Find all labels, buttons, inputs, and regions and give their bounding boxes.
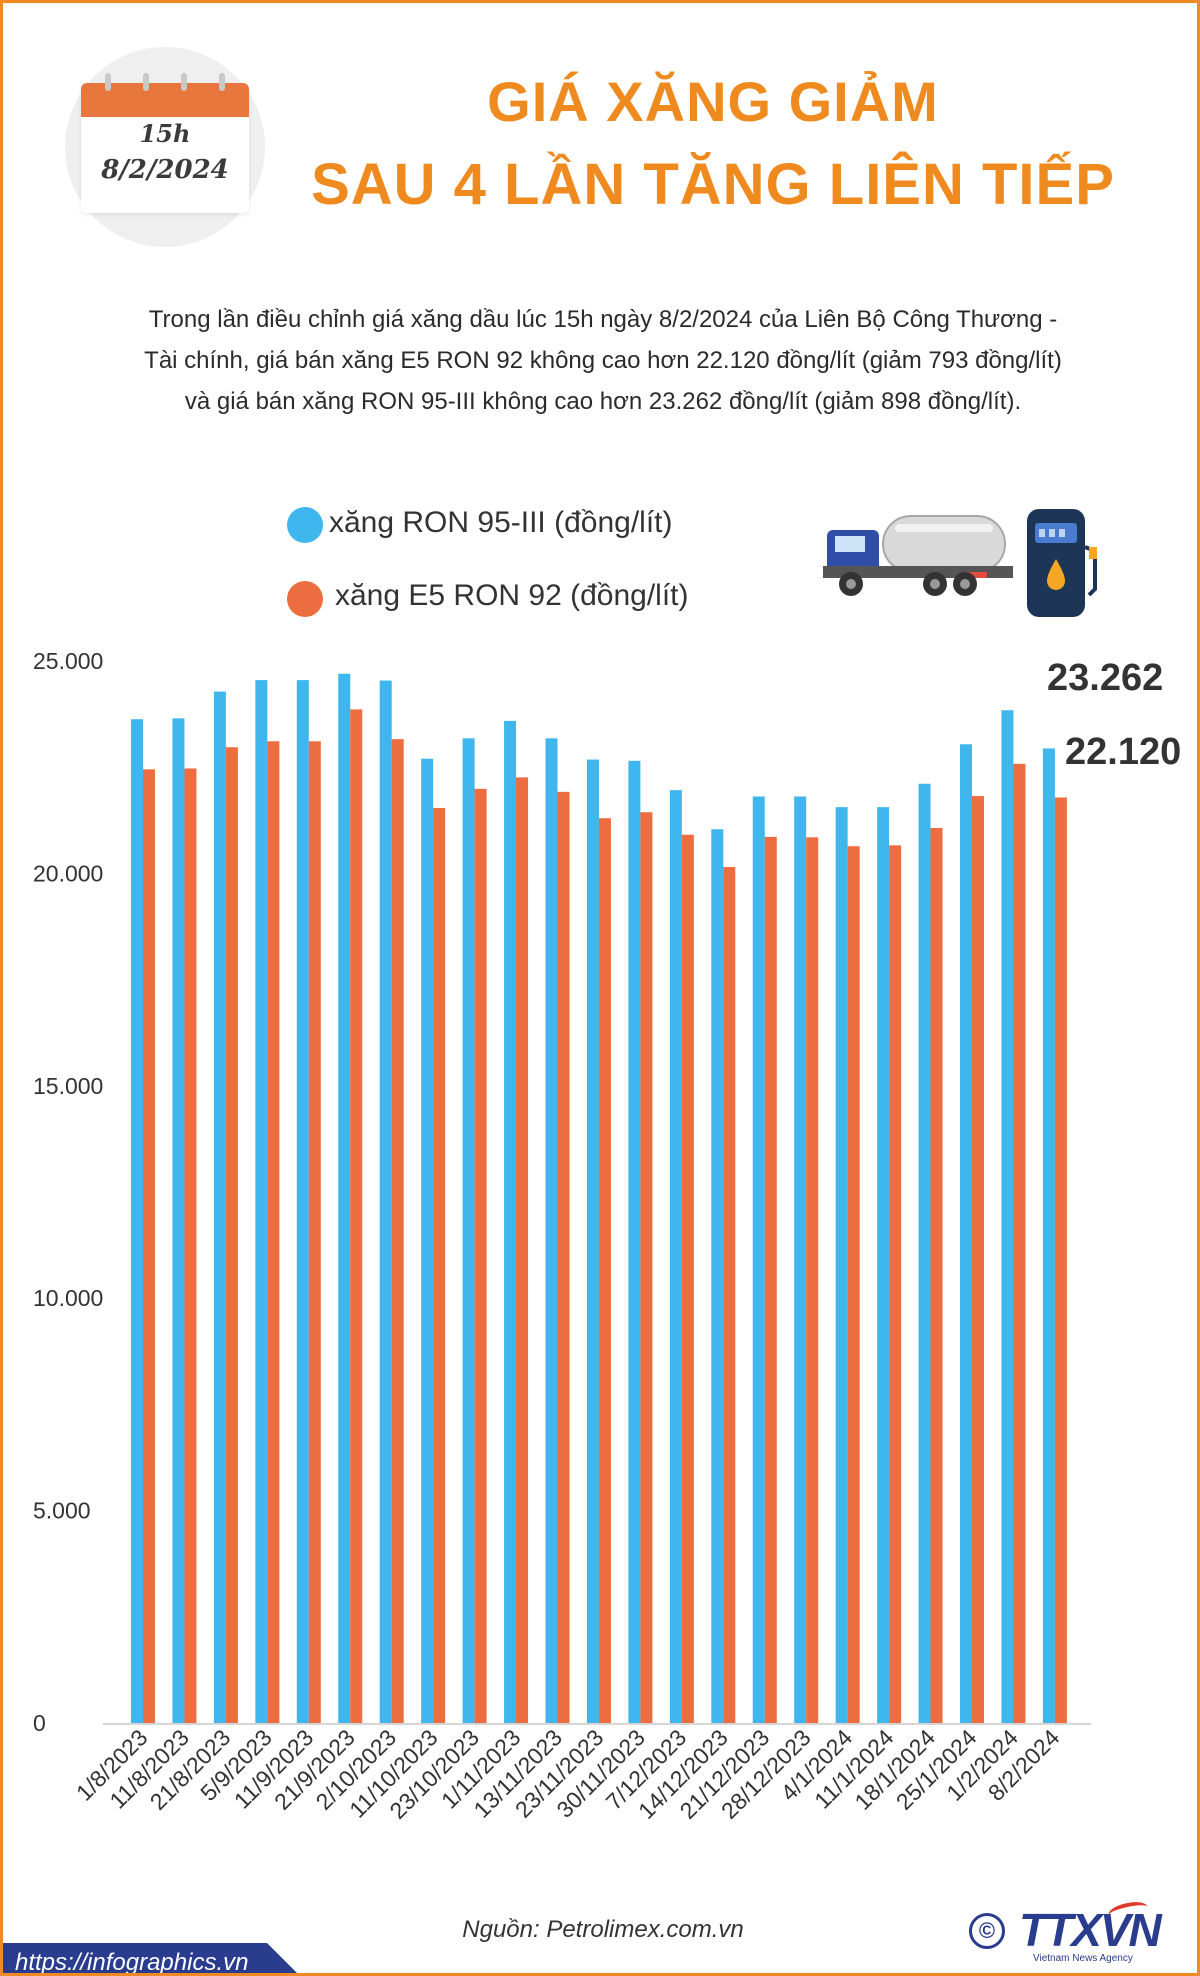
- legend-dot-e5: [287, 581, 323, 617]
- bar-e5: [391, 739, 404, 1723]
- calendar-date: 8/2/2024: [101, 155, 229, 185]
- y-tick-label: 10.000: [33, 1285, 103, 1311]
- bar-ron95: [379, 680, 392, 1723]
- bar-e5: [225, 747, 238, 1723]
- bar-e5: [847, 846, 860, 1723]
- intro-line: và giá bán xăng RON 95-III không cao hơn…: [184, 388, 1022, 415]
- intro-line: Trong lần điều chỉnh giá xăng dầu lúc 15…: [148, 306, 1058, 333]
- footer-url[interactable]: https://infographics.vn: [15, 1949, 249, 1976]
- footer-url-bar: https://infographics.vn: [3, 1943, 303, 1976]
- calendar-time: 15h: [139, 119, 191, 148]
- bar-ron95: [628, 760, 641, 1723]
- bar-ron95: [255, 680, 268, 1724]
- y-tick-label: 25.000: [33, 648, 103, 674]
- bar-ron95: [586, 759, 599, 1723]
- price-bar-chart: 05.00010.00015.00020.00025.0001/8/202311…: [33, 648, 1091, 1824]
- calendar-icon: 15h 8/2/2024: [65, 47, 265, 247]
- intro-paragraph: Trong lần điều chỉnh giá xăng dầu lúc 15…: [53, 299, 1153, 422]
- bar-e5: [143, 769, 155, 1723]
- calendar-ring: [181, 73, 187, 91]
- calendar-ring: [105, 73, 111, 91]
- bar-e5: [723, 867, 736, 1723]
- bar-ron95: [918, 783, 931, 1723]
- bar-ron95: [711, 829, 724, 1723]
- highlight-e5-value: 22.120: [1065, 731, 1182, 773]
- fuel-pump-icon: [1027, 509, 1097, 617]
- bar-e5: [433, 807, 446, 1723]
- legend-label-e5: xăng E5 RON 92 (đồng/lít): [335, 579, 689, 612]
- bar-ron95: [504, 720, 517, 1723]
- bar-ron95: [545, 738, 558, 1723]
- bar-ron95: [421, 758, 434, 1723]
- bar-ron95: [172, 718, 185, 1723]
- bar-ron95: [877, 807, 890, 1723]
- bar-e5: [1054, 797, 1067, 1723]
- bar-e5: [972, 796, 984, 1723]
- calendar-ring: [143, 73, 149, 91]
- legend-dot-ron95: [287, 507, 323, 543]
- calendar-header: [81, 73, 249, 117]
- bar-ron95: [338, 673, 351, 1723]
- bar-ron95: [835, 807, 848, 1723]
- bar-ron95: [960, 744, 972, 1723]
- ttxvn-logo: TTXVN: [1019, 1904, 1162, 1956]
- bar-e5: [640, 812, 653, 1723]
- bar-e5: [681, 834, 694, 1723]
- copyright-icon: ©: [969, 1913, 1005, 1949]
- y-tick-label: 20.000: [33, 860, 103, 886]
- bar-e5: [184, 768, 197, 1723]
- bar-e5: [308, 741, 321, 1723]
- legend-label-ron95: xăng RON 95-III (đồng/lít): [329, 506, 673, 539]
- bar-ron95: [296, 680, 309, 1724]
- bar-e5: [474, 788, 487, 1723]
- bar-e5: [889, 845, 902, 1723]
- bar-ron95: [752, 796, 765, 1723]
- bar-e5: [806, 837, 819, 1723]
- tanker-truck-icon: [823, 515, 1013, 596]
- bar-ron95: [669, 790, 682, 1723]
- bar-ron95: [462, 738, 475, 1723]
- bar-ron95: [1042, 748, 1055, 1723]
- bar-e5: [598, 818, 611, 1723]
- bar-e5: [764, 836, 777, 1723]
- y-tick-label: 5.000: [33, 1498, 91, 1524]
- bar-e5: [930, 827, 943, 1723]
- title-line-1: GIÁ XĂNG GIẢM: [487, 70, 939, 133]
- bar-ron95: [131, 719, 143, 1723]
- title-line-2: SAU 4 LẦN TĂNG LIÊN TIẾP: [311, 152, 1115, 217]
- source-note: Nguồn: Petrolimex.com.vn: [462, 1916, 744, 1943]
- highlight-ron95-value: 23.262: [1047, 657, 1164, 699]
- y-tick-label: 15.000: [33, 1073, 103, 1099]
- bar-e5: [1013, 763, 1026, 1723]
- bar-ron95: [1001, 710, 1014, 1723]
- bar-ron95: [794, 796, 807, 1723]
- calendar-card: 15h 8/2/2024: [81, 73, 249, 213]
- bar-e5: [350, 709, 363, 1723]
- intro-line: Tài chính, giá bán xăng E5 RON 92 không …: [144, 347, 1062, 374]
- bar-e5: [557, 791, 570, 1723]
- bar-e5: [516, 777, 529, 1723]
- bar-e5: [267, 741, 280, 1723]
- bar-ron95: [213, 691, 226, 1723]
- ttxvn-logo-subtitle: Vietnam News Agency: [1033, 1953, 1133, 1964]
- y-tick-label: 0: [33, 1710, 46, 1736]
- calendar-ring: [219, 73, 225, 91]
